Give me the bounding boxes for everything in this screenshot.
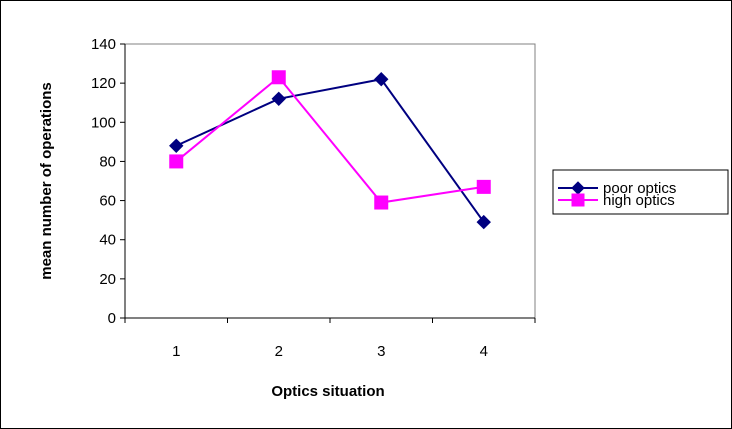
y-axis: 0 20 40 60 80 100 120 140 (91, 36, 126, 327)
plot-area (124, 43, 536, 319)
y-tick-label: 120 (91, 75, 116, 92)
x-tick-label: 1 (172, 343, 180, 360)
y-tick-label: 40 (99, 232, 116, 249)
y-tick-label: 20 (99, 271, 116, 288)
x-axis: 1 2 3 4 (124, 317, 536, 360)
series-line (175, 75, 484, 204)
legend-item: high optics (558, 192, 675, 209)
series-high-optics (169, 70, 491, 210)
data-point (476, 179, 491, 194)
legend-item: poor optics (558, 180, 676, 197)
y-tick-label: 60 (99, 193, 116, 210)
y-axis-title: mean number of operations (38, 82, 55, 280)
legend-box (552, 169, 729, 215)
series-line (175, 78, 485, 223)
x-tick-label: 4 (480, 343, 488, 360)
legend-marker (571, 193, 585, 207)
legend-label: high optics (603, 192, 675, 209)
y-tick-label: 100 (91, 114, 116, 131)
y-tick-label: 0 (108, 310, 116, 327)
legend-label: poor optics (603, 180, 676, 197)
series-layer (169, 70, 491, 230)
data-point (169, 138, 184, 153)
data-point (271, 91, 286, 107)
y-tick-label: 80 (99, 153, 116, 170)
data-point (169, 154, 184, 169)
data-point (476, 214, 491, 230)
series-poor-optics (169, 72, 491, 230)
data-point (374, 72, 389, 87)
y-tick-label: 140 (91, 36, 116, 53)
data-point (271, 70, 286, 85)
data-point (374, 195, 389, 210)
x-axis-title: Optics situation (271, 383, 384, 400)
x-tick-label: 3 (377, 343, 385, 360)
x-tick-label: 2 (275, 343, 283, 360)
